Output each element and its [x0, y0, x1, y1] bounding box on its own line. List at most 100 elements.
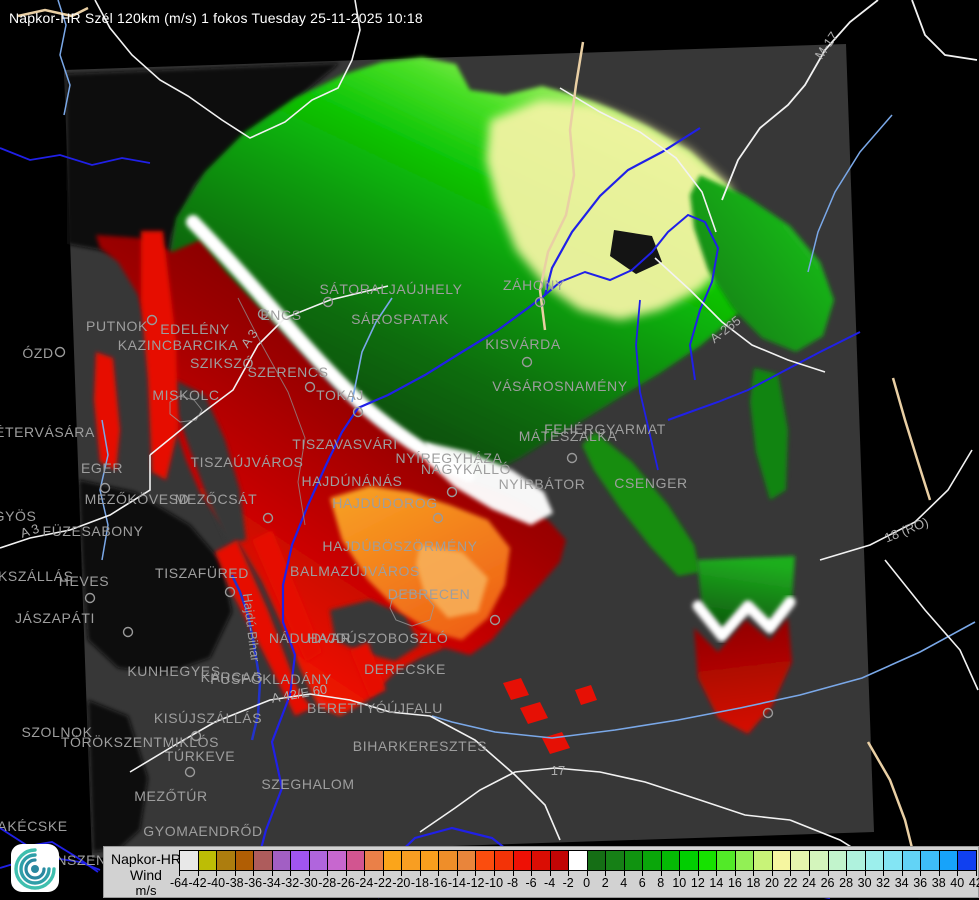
legend-tick: [456, 871, 458, 876]
city-label: EDELÉNY: [160, 321, 230, 337]
legend-quantity: Wind: [130, 867, 162, 883]
road-17: [419, 767, 791, 833]
main-road-tan-1: [538, 41, 585, 331]
field-green-strip: [750, 368, 788, 500]
road-se: [884, 559, 979, 691]
legend-tick-label: 26: [820, 876, 835, 890]
legend-color-box: [419, 850, 440, 871]
legend-color-box: [364, 850, 384, 871]
zero-isodop-blob: [425, 442, 553, 525]
legend-color-box: [642, 850, 662, 871]
zero-isodop-band: [186, 215, 475, 482]
legend-color-box: [623, 850, 644, 871]
town-marker-icon: [224, 586, 236, 598]
city-label: MISKOLC: [152, 387, 219, 403]
legend-tick: [846, 871, 848, 876]
legend-tick: [234, 871, 236, 876]
town-marker-icon: [762, 707, 774, 719]
legend-color-box: [327, 850, 347, 871]
legend-tick: [438, 871, 440, 876]
city-label: HAJDÚDOROG: [332, 495, 438, 511]
city-label: SZERENCS: [247, 364, 328, 380]
road-biharkeresztes: [429, 715, 561, 841]
legend-tick-label: 14: [709, 876, 724, 890]
main-road-tan-2: [17, 6, 89, 18]
legend-color-box: [771, 850, 792, 871]
legend-tick: [938, 871, 940, 876]
legend-color-box: [253, 850, 273, 871]
city-label: MEZŐTÚR: [134, 788, 207, 804]
legend-tick: [679, 871, 681, 876]
legend-tick-label: 30: [857, 876, 872, 890]
legend-tick-label: -14: [447, 876, 466, 890]
tisza-upper-loops: [544, 213, 720, 381]
legend-unit: m/s: [135, 883, 157, 898]
city-label: BALMAZÚJVÁROS: [290, 563, 420, 579]
legend-tick-label: 22: [783, 876, 798, 890]
city-label: NYÍREGYHÁZA: [396, 450, 503, 466]
legend-tick-label: 12: [690, 876, 705, 890]
city-label: NAGYKÁLLÓ: [421, 461, 511, 477]
legend-tick-label: -32: [281, 876, 300, 890]
legend-tick: [716, 871, 718, 876]
legend-tick: [568, 871, 570, 876]
legend-tick-label: -4: [544, 876, 556, 890]
legend-tick-label: -16: [429, 876, 448, 890]
city-label: SZIKSZÓ: [190, 355, 254, 371]
city-label: GYÖS: [0, 507, 36, 524]
legend-tick: [290, 871, 292, 876]
county-line-gray: [237, 297, 306, 526]
city-label: KISVÁRDA: [485, 336, 561, 352]
legend-tick-label: 0: [583, 876, 591, 890]
legend-tick-label: 2: [601, 876, 609, 890]
border-ne: [559, 87, 717, 233]
city-label: ZAKÉCSKE: [0, 818, 68, 834]
legend-tick-label: -22: [373, 876, 392, 890]
miskolc-outline: [169, 395, 203, 423]
main-road-tan-3: [891, 377, 932, 501]
legend-tick: [216, 871, 218, 876]
stream-logo-area: [0, 827, 99, 873]
town-markers: [54, 296, 774, 778]
legend-tick: [382, 871, 384, 876]
legend-color-box: [549, 850, 570, 871]
road-18-ro: [819, 449, 973, 561]
legend-color-box: [938, 850, 959, 871]
town-marker-icon: [190, 730, 202, 742]
legend-color-box: [531, 850, 551, 871]
legend-tick: [586, 871, 588, 876]
legend-color-box: [846, 850, 866, 871]
legend-tick: [809, 871, 811, 876]
legend-tick: [623, 871, 625, 876]
county-line-hajdu-bihar: [230, 574, 262, 741]
legend-tick-label: 40: [950, 876, 965, 890]
town-marker-icon: [489, 614, 501, 626]
city-label: MEZŐKÖVESD: [85, 490, 190, 507]
city-label: ENCS: [260, 307, 301, 323]
legend-tick: [327, 871, 329, 876]
legend-tick-label: -42: [188, 876, 207, 890]
legend-color-box: [883, 850, 903, 871]
town-marker-icon: [146, 314, 158, 326]
legend-tick-label: -24: [355, 876, 374, 890]
city-label: MEZŐCSÁT: [175, 491, 258, 507]
legend-tick-label: 34: [894, 876, 909, 890]
field-black-patch: [610, 230, 662, 274]
town-marker-icon: [566, 452, 578, 464]
legend-color-box: [734, 850, 755, 871]
stream-putnok: [0, 147, 151, 166]
legend-tick: [790, 871, 792, 876]
legend-color-box: [438, 850, 458, 871]
legend-tick-label: -20: [392, 876, 411, 890]
town-marker-icon: [122, 626, 134, 638]
city-label: VÁSÁROSNAMÉNY: [492, 378, 627, 394]
legend-tick: [753, 871, 755, 876]
city-label: SZEGHALOM: [261, 776, 354, 792]
legend-tick: [920, 871, 922, 876]
legend-color-box: [679, 850, 699, 871]
detached-cell: [692, 556, 796, 734]
road-m3-west: [0, 455, 151, 549]
no-echo-gap: [330, 600, 420, 661]
town-marker-icon: [99, 482, 111, 494]
town-marker-icon: [322, 296, 334, 308]
